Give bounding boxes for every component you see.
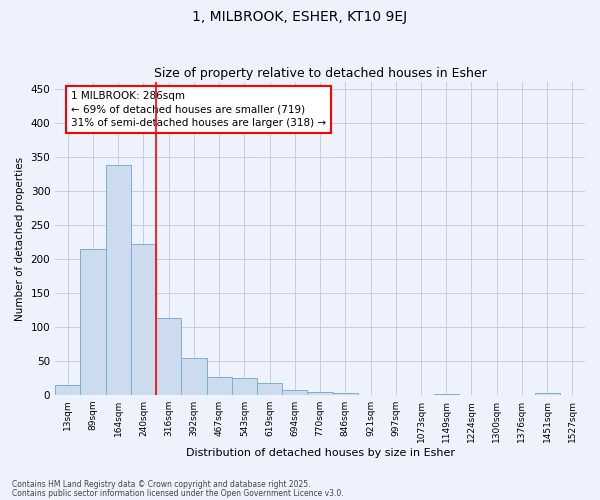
Bar [131,244,156,395]
Bar [80,248,106,395]
X-axis label: Distribution of detached houses by size in Esher: Distribution of detached houses by size … [185,448,455,458]
Text: 1, MILBROOK, ESHER, KT10 9EJ: 1, MILBROOK, ESHER, KT10 9EJ [193,10,407,24]
Bar [307,392,332,395]
Bar [282,390,307,395]
Text: Contains HM Land Registry data © Crown copyright and database right 2025.: Contains HM Land Registry data © Crown c… [12,480,311,489]
Bar [434,394,459,395]
Title: Size of property relative to detached houses in Esher: Size of property relative to detached ho… [154,66,487,80]
Text: 1 MILBROOK: 286sqm
← 69% of detached houses are smaller (719)
31% of semi-detach: 1 MILBROOK: 286sqm ← 69% of detached hou… [71,92,326,128]
Bar [106,165,131,395]
Bar [55,385,80,395]
Bar [206,378,232,395]
Bar [232,378,257,395]
Text: Contains public sector information licensed under the Open Government Licence v3: Contains public sector information licen… [12,489,344,498]
Bar [181,358,206,395]
Bar [332,393,358,395]
Bar [535,393,560,395]
Y-axis label: Number of detached properties: Number of detached properties [15,156,25,320]
Bar [156,318,181,395]
Bar [257,382,282,395]
